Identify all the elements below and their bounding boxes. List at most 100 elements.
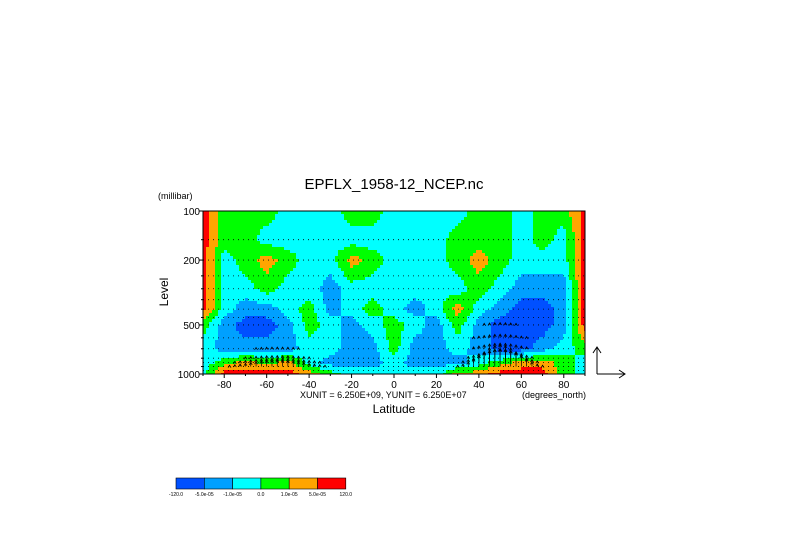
field-cell xyxy=(380,304,384,308)
field-cell xyxy=(242,295,246,299)
field-cell xyxy=(566,313,570,317)
field-cell xyxy=(443,247,447,251)
field-cell xyxy=(398,280,402,284)
field-cell xyxy=(254,247,258,251)
field-cell xyxy=(272,214,276,218)
field-cell xyxy=(350,241,354,245)
field-cell xyxy=(524,310,528,314)
field-cell xyxy=(341,301,345,305)
field-cell xyxy=(428,301,432,305)
field-cell xyxy=(470,289,474,293)
field-cell xyxy=(584,238,585,242)
field-cell xyxy=(479,238,483,242)
field-cell xyxy=(419,247,423,251)
field-cell xyxy=(215,259,219,263)
field-cell xyxy=(284,253,288,257)
field-cell xyxy=(317,262,321,266)
field-cell xyxy=(560,289,564,293)
field-cell xyxy=(422,280,426,284)
field-cell xyxy=(515,289,519,293)
field-cell xyxy=(365,283,369,287)
field-cell xyxy=(560,316,564,320)
field-cell xyxy=(578,325,582,329)
field-cell xyxy=(449,316,453,320)
field-cell xyxy=(569,307,573,311)
field-cell xyxy=(332,226,336,230)
field-cell xyxy=(470,316,474,320)
field-cell xyxy=(356,292,360,296)
field-cell xyxy=(272,277,276,281)
field-cell xyxy=(419,268,423,272)
field-cell xyxy=(497,271,501,275)
field-cell xyxy=(509,259,513,263)
field-cell xyxy=(368,217,372,221)
field-cell xyxy=(524,253,528,257)
field-cell xyxy=(566,238,570,242)
field-cell xyxy=(302,241,306,245)
field-cell xyxy=(371,292,375,296)
field-cell xyxy=(371,271,375,275)
field-cell xyxy=(410,229,414,233)
field-cell xyxy=(356,325,360,329)
field-cell xyxy=(209,271,213,275)
field-cell xyxy=(335,250,339,254)
field-cell xyxy=(494,220,498,224)
field-cell xyxy=(347,217,351,221)
field-cell xyxy=(569,271,573,275)
field-cell xyxy=(530,226,534,230)
field-cell xyxy=(332,286,336,290)
field-cell xyxy=(449,226,453,230)
field-cell xyxy=(248,277,252,281)
field-cell xyxy=(227,325,231,329)
field-cell xyxy=(440,220,444,224)
field-cell xyxy=(533,289,537,293)
field-cell xyxy=(224,262,228,266)
field-cell xyxy=(551,319,555,323)
field-cell xyxy=(464,268,468,272)
field-cell xyxy=(335,238,339,242)
field-cell xyxy=(368,223,372,227)
field-cell xyxy=(284,211,288,215)
field-cell xyxy=(308,220,312,224)
field-cell xyxy=(434,247,438,251)
field-cell xyxy=(536,268,540,272)
field-cell xyxy=(458,238,462,242)
field-cell xyxy=(359,280,363,284)
field-cell xyxy=(359,304,363,308)
field-cell xyxy=(428,304,432,308)
field-cell xyxy=(536,211,540,215)
field-cell xyxy=(365,307,369,311)
field-cell xyxy=(218,214,222,218)
field-cell xyxy=(233,310,237,314)
field-cell xyxy=(551,325,555,329)
field-cell xyxy=(320,247,324,251)
field-cell xyxy=(302,283,306,287)
field-cell xyxy=(524,244,528,248)
field-cell xyxy=(515,277,519,281)
field-cell xyxy=(263,289,267,293)
field-cell xyxy=(314,250,318,254)
field-cell xyxy=(239,298,243,302)
field-cell xyxy=(410,250,414,254)
field-cell xyxy=(491,256,495,260)
field-cell xyxy=(362,307,366,311)
field-cell xyxy=(368,220,372,224)
field-cell xyxy=(230,235,234,239)
field-cell xyxy=(491,220,495,224)
field-cell xyxy=(344,298,348,302)
field-cell xyxy=(563,268,567,272)
field-cell xyxy=(428,244,432,248)
field-cell xyxy=(314,325,318,329)
field-cell xyxy=(434,220,438,224)
field-cell xyxy=(215,313,219,317)
field-cell xyxy=(431,316,435,320)
field-cell xyxy=(290,238,294,242)
field-cell xyxy=(335,298,339,302)
field-cell xyxy=(422,289,426,293)
field-cell xyxy=(311,292,315,296)
field-cell xyxy=(284,286,288,290)
field-cell xyxy=(434,232,438,236)
field-cell xyxy=(572,301,576,305)
field-cell xyxy=(473,280,477,284)
field-cell xyxy=(476,226,480,230)
